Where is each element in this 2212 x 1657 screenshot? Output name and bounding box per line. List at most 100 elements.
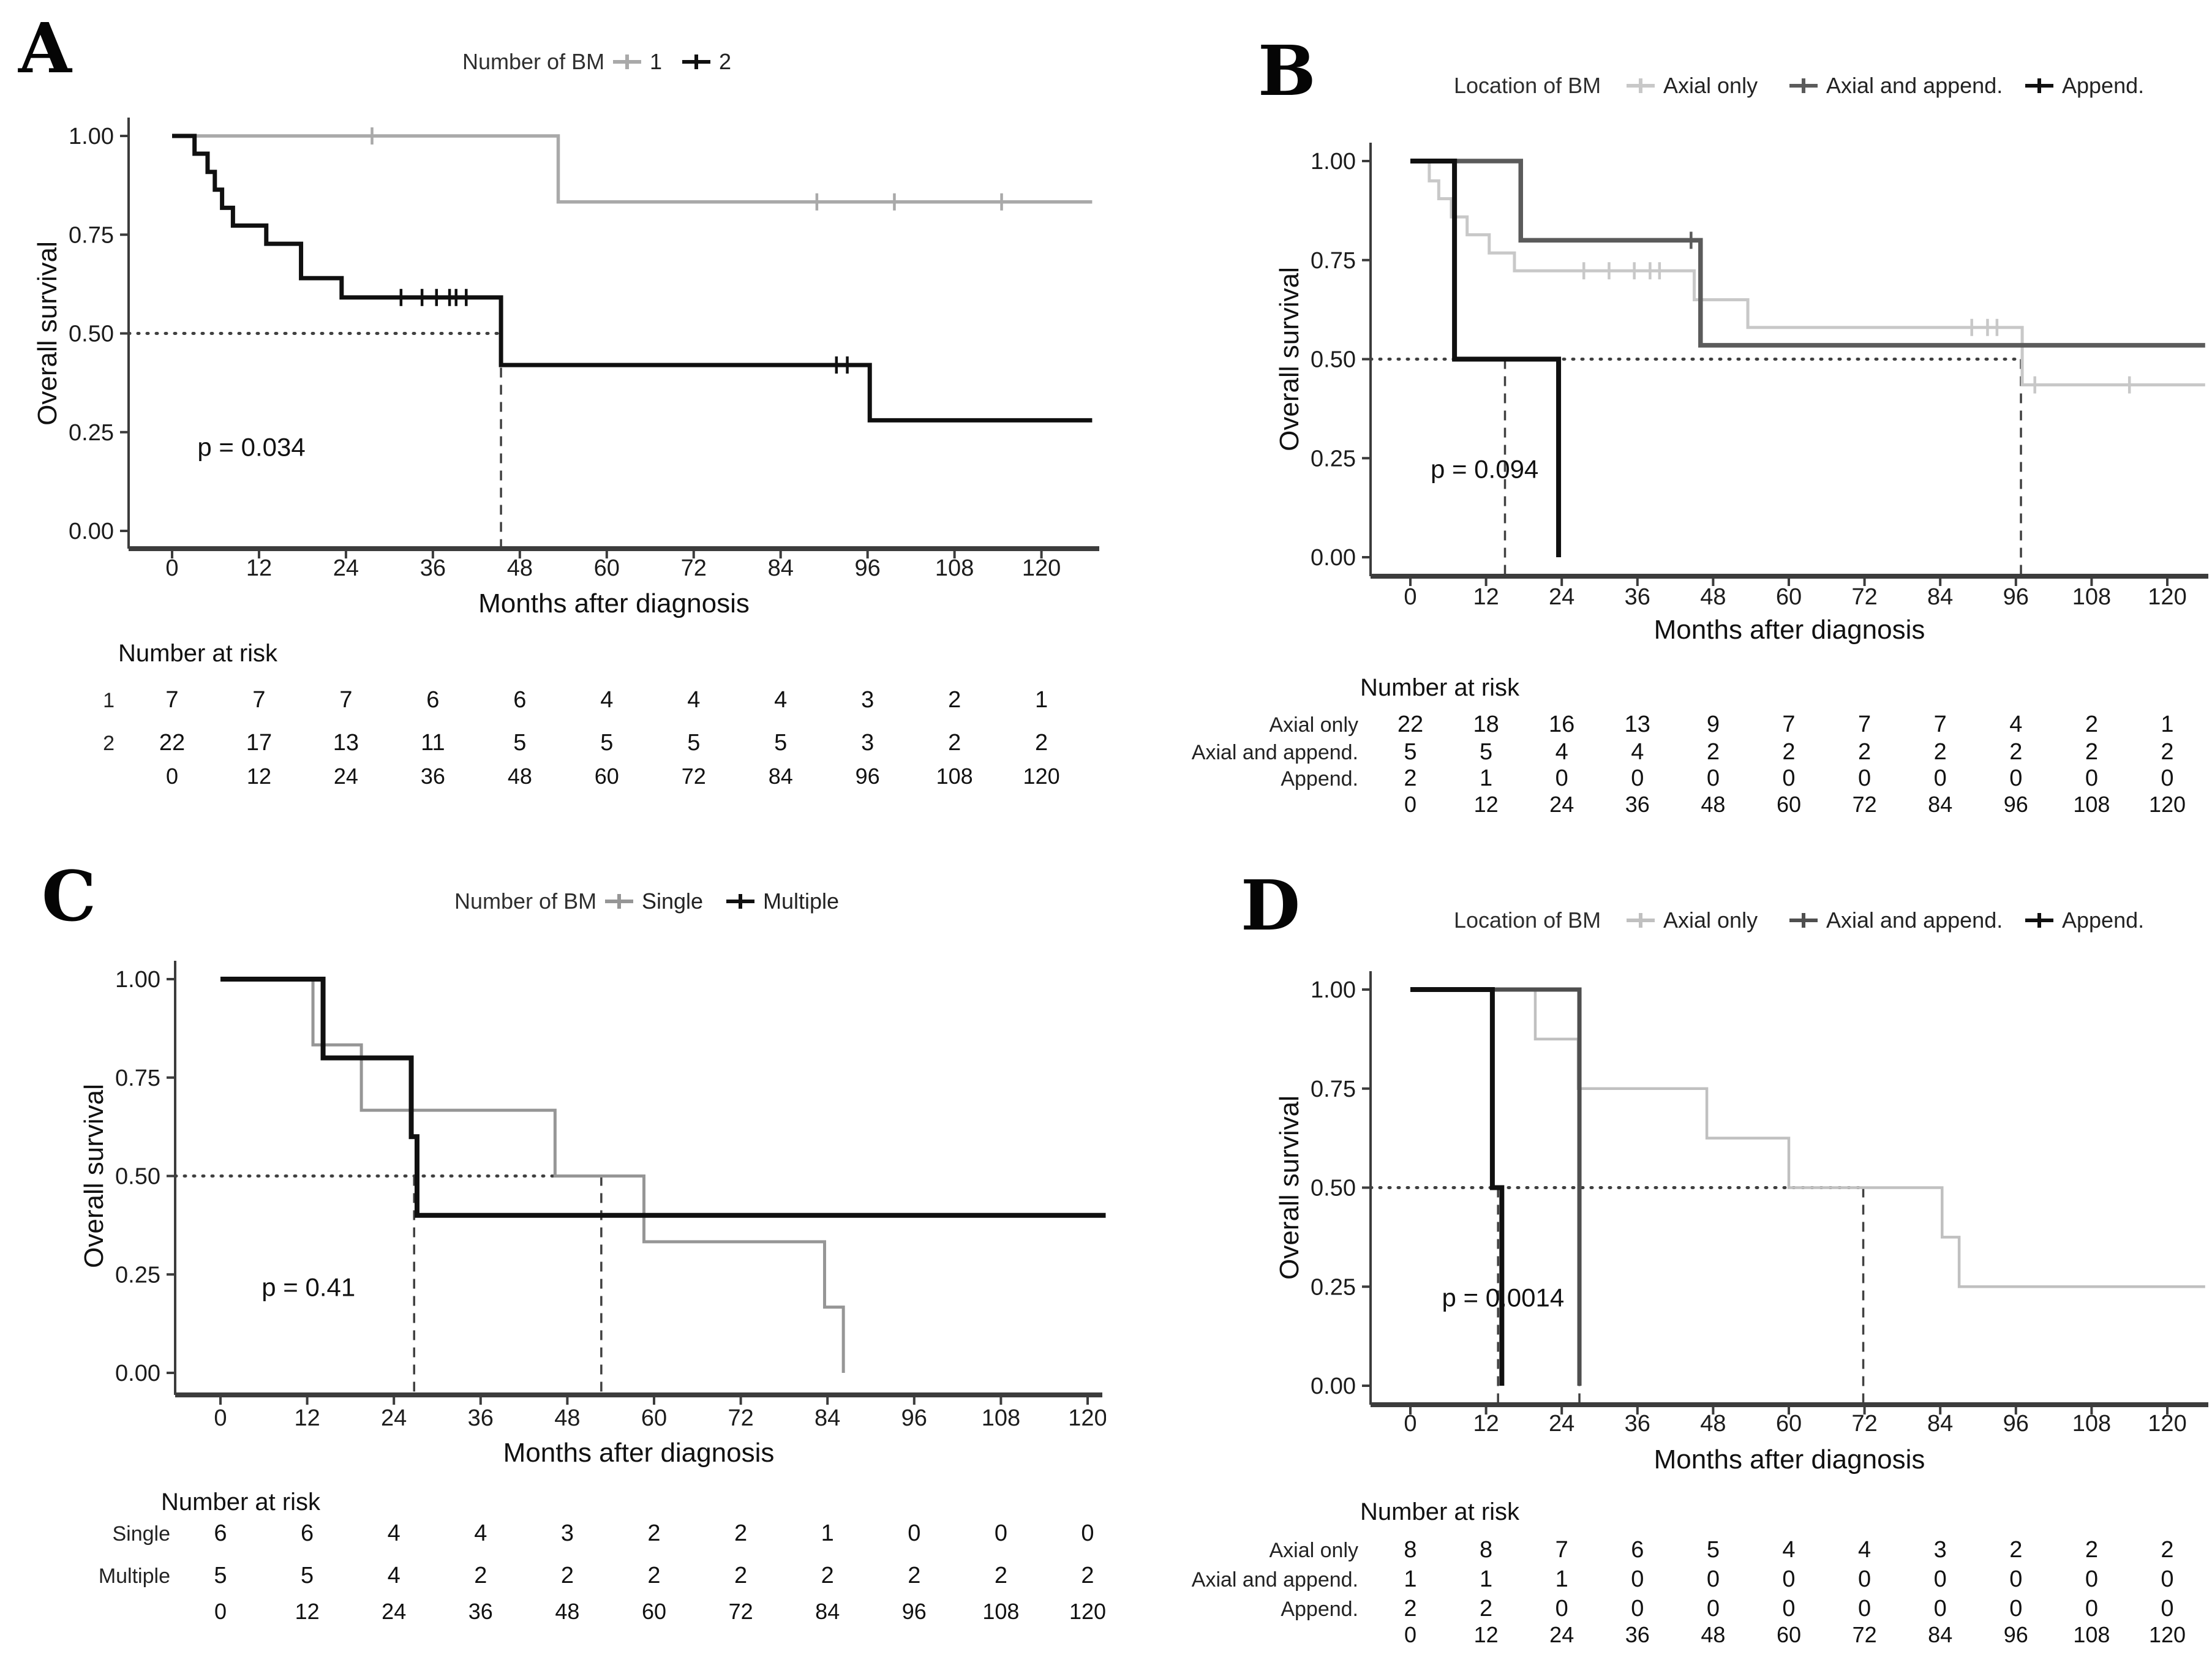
panel-letter: D [1241, 866, 1300, 946]
risk-value: 0 [2085, 1566, 2098, 1592]
x-tick-label: 108 [982, 1405, 1020, 1431]
risk-time-label: 12 [1474, 792, 1499, 817]
x-tick-label: 0 [1404, 1411, 1416, 1437]
risk-value: 5 [1404, 739, 1416, 765]
y-tick-label: 1.00 [1311, 149, 1356, 175]
risk-time-label: 120 [1023, 764, 1060, 789]
y-tick-label: 0.00 [1311, 545, 1356, 571]
risk-value: 2 [948, 687, 961, 713]
risk-time-label: 0 [1404, 792, 1416, 817]
x-tick-label: 84 [1927, 584, 1953, 610]
risk-value: 2 [734, 1520, 747, 1546]
risk-value: 11 [421, 730, 445, 756]
risk-value: 7 [1556, 1537, 1568, 1563]
risk-value: 4 [388, 1563, 401, 1588]
y-axis-title: Overall survival [1274, 267, 1304, 451]
risk-table-title: Number at risk [118, 640, 278, 667]
risk-time-label: 60 [1777, 792, 1801, 817]
risk-time-label: 60 [595, 764, 619, 789]
risk-value: 4 [1782, 1537, 1795, 1563]
risk-value: 4 [1631, 739, 1644, 765]
risk-value: 2 [1404, 1596, 1416, 1621]
y-tick-label: 0.50 [69, 321, 114, 347]
risk-value: 0 [1934, 1566, 1947, 1592]
risk-value: 2 [948, 730, 961, 756]
x-tick-label: 12 [246, 555, 272, 581]
panel-letter: A [18, 9, 73, 89]
x-tick-label: 24 [1549, 584, 1574, 610]
x-tick-label: 84 [814, 1405, 840, 1431]
risk-value: 2 [2009, 1537, 2022, 1563]
risk-time-label: 84 [1928, 1622, 1952, 1647]
risk-value: 0 [1556, 765, 1568, 791]
panel-C: C Number of BM Single Multiple 1.00 0.75 0.50 0… [42, 857, 1106, 1624]
risk-value: 13 [1625, 712, 1650, 737]
risk-value: 0 [2009, 765, 2022, 791]
risk-value: 2 [2085, 712, 2098, 737]
x-tick-label: 120 [2148, 584, 2186, 610]
legend-title: Location of BM [1454, 907, 1601, 933]
legend-title: Location of BM [1454, 73, 1601, 98]
risk-time-label: 36 [468, 1599, 493, 1624]
x-tick-label: 120 [1022, 555, 1061, 581]
risk-value: 4 [600, 687, 613, 713]
risk-value: 17 [246, 730, 272, 756]
risk-value: 1 [1035, 687, 1048, 713]
x-tick-label: 24 [381, 1405, 407, 1431]
risk-row-label: Axial and append. [1192, 741, 1358, 764]
risk-time-label: 60 [1777, 1622, 1801, 1647]
x-tick-label: 36 [468, 1405, 494, 1431]
panel-letter: B [1258, 31, 1316, 111]
legend-item-label: Axial and append. [1826, 907, 2003, 933]
risk-value: 0 [1782, 765, 1795, 791]
x-tick-label: 0 [214, 1405, 227, 1431]
risk-value: 0 [1707, 1566, 1720, 1592]
risk-value: 4 [474, 1520, 487, 1546]
x-tick-label: 60 [641, 1405, 667, 1431]
risk-value: 1 [821, 1520, 834, 1546]
km-curve-axial-only [1410, 988, 2205, 1288]
y-axis-title: Overall survival [1274, 1095, 1304, 1280]
x-tick-label: 24 [1549, 1411, 1574, 1437]
panel-D: D Location of BM Axial only Axial and appen… [1192, 866, 2208, 1647]
risk-value: 5 [214, 1563, 227, 1588]
risk-value: 2 [1934, 739, 1947, 765]
risk-value: 0 [2009, 1596, 2022, 1621]
y-tick-label: 0.75 [115, 1065, 160, 1091]
risk-value: 2 [908, 1563, 920, 1588]
x-tick-label: 96 [901, 1405, 927, 1431]
risk-value: 2 [2085, 739, 2098, 765]
risk-value: 0 [2161, 1596, 2173, 1621]
y-tick-label: 0.50 [115, 1164, 160, 1190]
risk-value: 0 [1631, 1596, 1644, 1621]
x-tick-label: 60 [594, 555, 620, 581]
risk-value: 0 [1631, 765, 1644, 791]
x-tick-label: 60 [1776, 1411, 1802, 1437]
legend-title: Number of BM [454, 889, 596, 914]
risk-value: 2 [561, 1563, 574, 1588]
x-tick-label: 108 [935, 555, 974, 581]
risk-row-label: Append. [1281, 1598, 1358, 1621]
risk-value: 16 [1549, 712, 1574, 737]
risk-value: 8 [1480, 1537, 1492, 1563]
risk-time-label: 120 [2149, 1622, 2186, 1647]
legend-item-label: Single [642, 889, 703, 914]
risk-time-label: 12 [1474, 1622, 1499, 1647]
risk-value: 8 [1404, 1537, 1416, 1563]
y-tick-label: 0.25 [1311, 446, 1356, 472]
risk-time-label: 36 [1625, 1622, 1650, 1647]
risk-value: 5 [513, 730, 526, 756]
panel-A: A Number of BM 1 21.000.750.500.250.00Overa… [18, 9, 1099, 789]
x-tick-label: 24 [333, 555, 359, 581]
legend-item-label: 1 [650, 49, 662, 74]
x-tick-label: 12 [1473, 1411, 1499, 1437]
x-tick-label: 72 [728, 1405, 753, 1431]
risk-value: 2 [821, 1563, 834, 1588]
risk-value: 3 [861, 687, 874, 713]
risk-time-label: 36 [1625, 792, 1650, 817]
y-axis-title: Overall survival [32, 241, 62, 426]
legend-item-label: Append. [2062, 73, 2144, 98]
risk-value: 0 [995, 1520, 1007, 1546]
risk-time-label: 12 [247, 764, 271, 789]
km-curve-append- [1410, 159, 1562, 557]
